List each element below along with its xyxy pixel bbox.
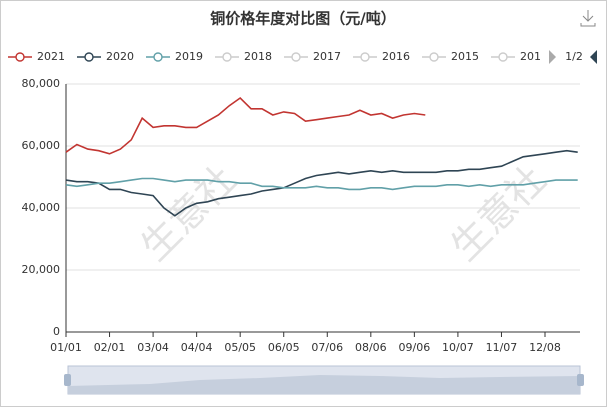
legend-label[interactable]: 201 (520, 50, 541, 63)
legend-label[interactable]: 2017 (313, 50, 341, 63)
legend-label[interactable]: 2018 (244, 50, 272, 63)
x-tick-label: 06/05 (268, 341, 300, 354)
series-line (65, 149, 578, 217)
legend-symbol (429, 52, 439, 62)
legend-label[interactable]: 2019 (175, 50, 203, 63)
legend-symbol (84, 52, 94, 62)
x-tick-label: 08/06 (355, 341, 387, 354)
legend-symbol (153, 52, 163, 62)
y-tick-label: 60,000 (22, 139, 61, 152)
x-tick-label: 05/05 (224, 341, 256, 354)
legend-symbol (360, 52, 370, 62)
data-zoom[interactable] (64, 365, 584, 395)
x-tick-label: 04/04 (181, 341, 213, 354)
chart-title: 铜价格年度对比图（元/吨） (210, 10, 395, 28)
x-tick-label: 07/06 (311, 341, 343, 354)
y-tick-label: 80,000 (22, 77, 61, 90)
legend-label[interactable]: 2016 (382, 50, 410, 63)
legend-label[interactable]: 2015 (451, 50, 479, 63)
y-tick-label: 20,000 (22, 263, 61, 276)
series-line (65, 96, 426, 155)
download-icon[interactable] (580, 10, 596, 27)
legend-symbol (498, 52, 508, 62)
series-line (65, 177, 578, 191)
x-tick-label: 03/04 (137, 341, 169, 354)
legend-symbol (15, 52, 25, 62)
x-tick-label: 02/01 (94, 341, 126, 354)
legend-symbol (291, 52, 301, 62)
x-tick-label: 12/08 (529, 341, 561, 354)
x-tick-label: 11/07 (486, 341, 518, 354)
x-tick-label: 09/06 (399, 341, 431, 354)
x-tick-label: 01/01 (50, 341, 82, 354)
legend-label[interactable]: 2021 (37, 50, 65, 63)
x-tick-label: 10/07 (442, 341, 474, 354)
legend-symbol (222, 52, 232, 62)
y-tick-label: 0 (53, 325, 60, 338)
legend-label[interactable]: 2020 (106, 50, 134, 63)
legend-page: 1/2 (565, 50, 583, 63)
legend-prev[interactable] (549, 50, 556, 64)
legend-next[interactable] (590, 50, 597, 64)
y-tick-label: 40,000 (22, 201, 61, 214)
